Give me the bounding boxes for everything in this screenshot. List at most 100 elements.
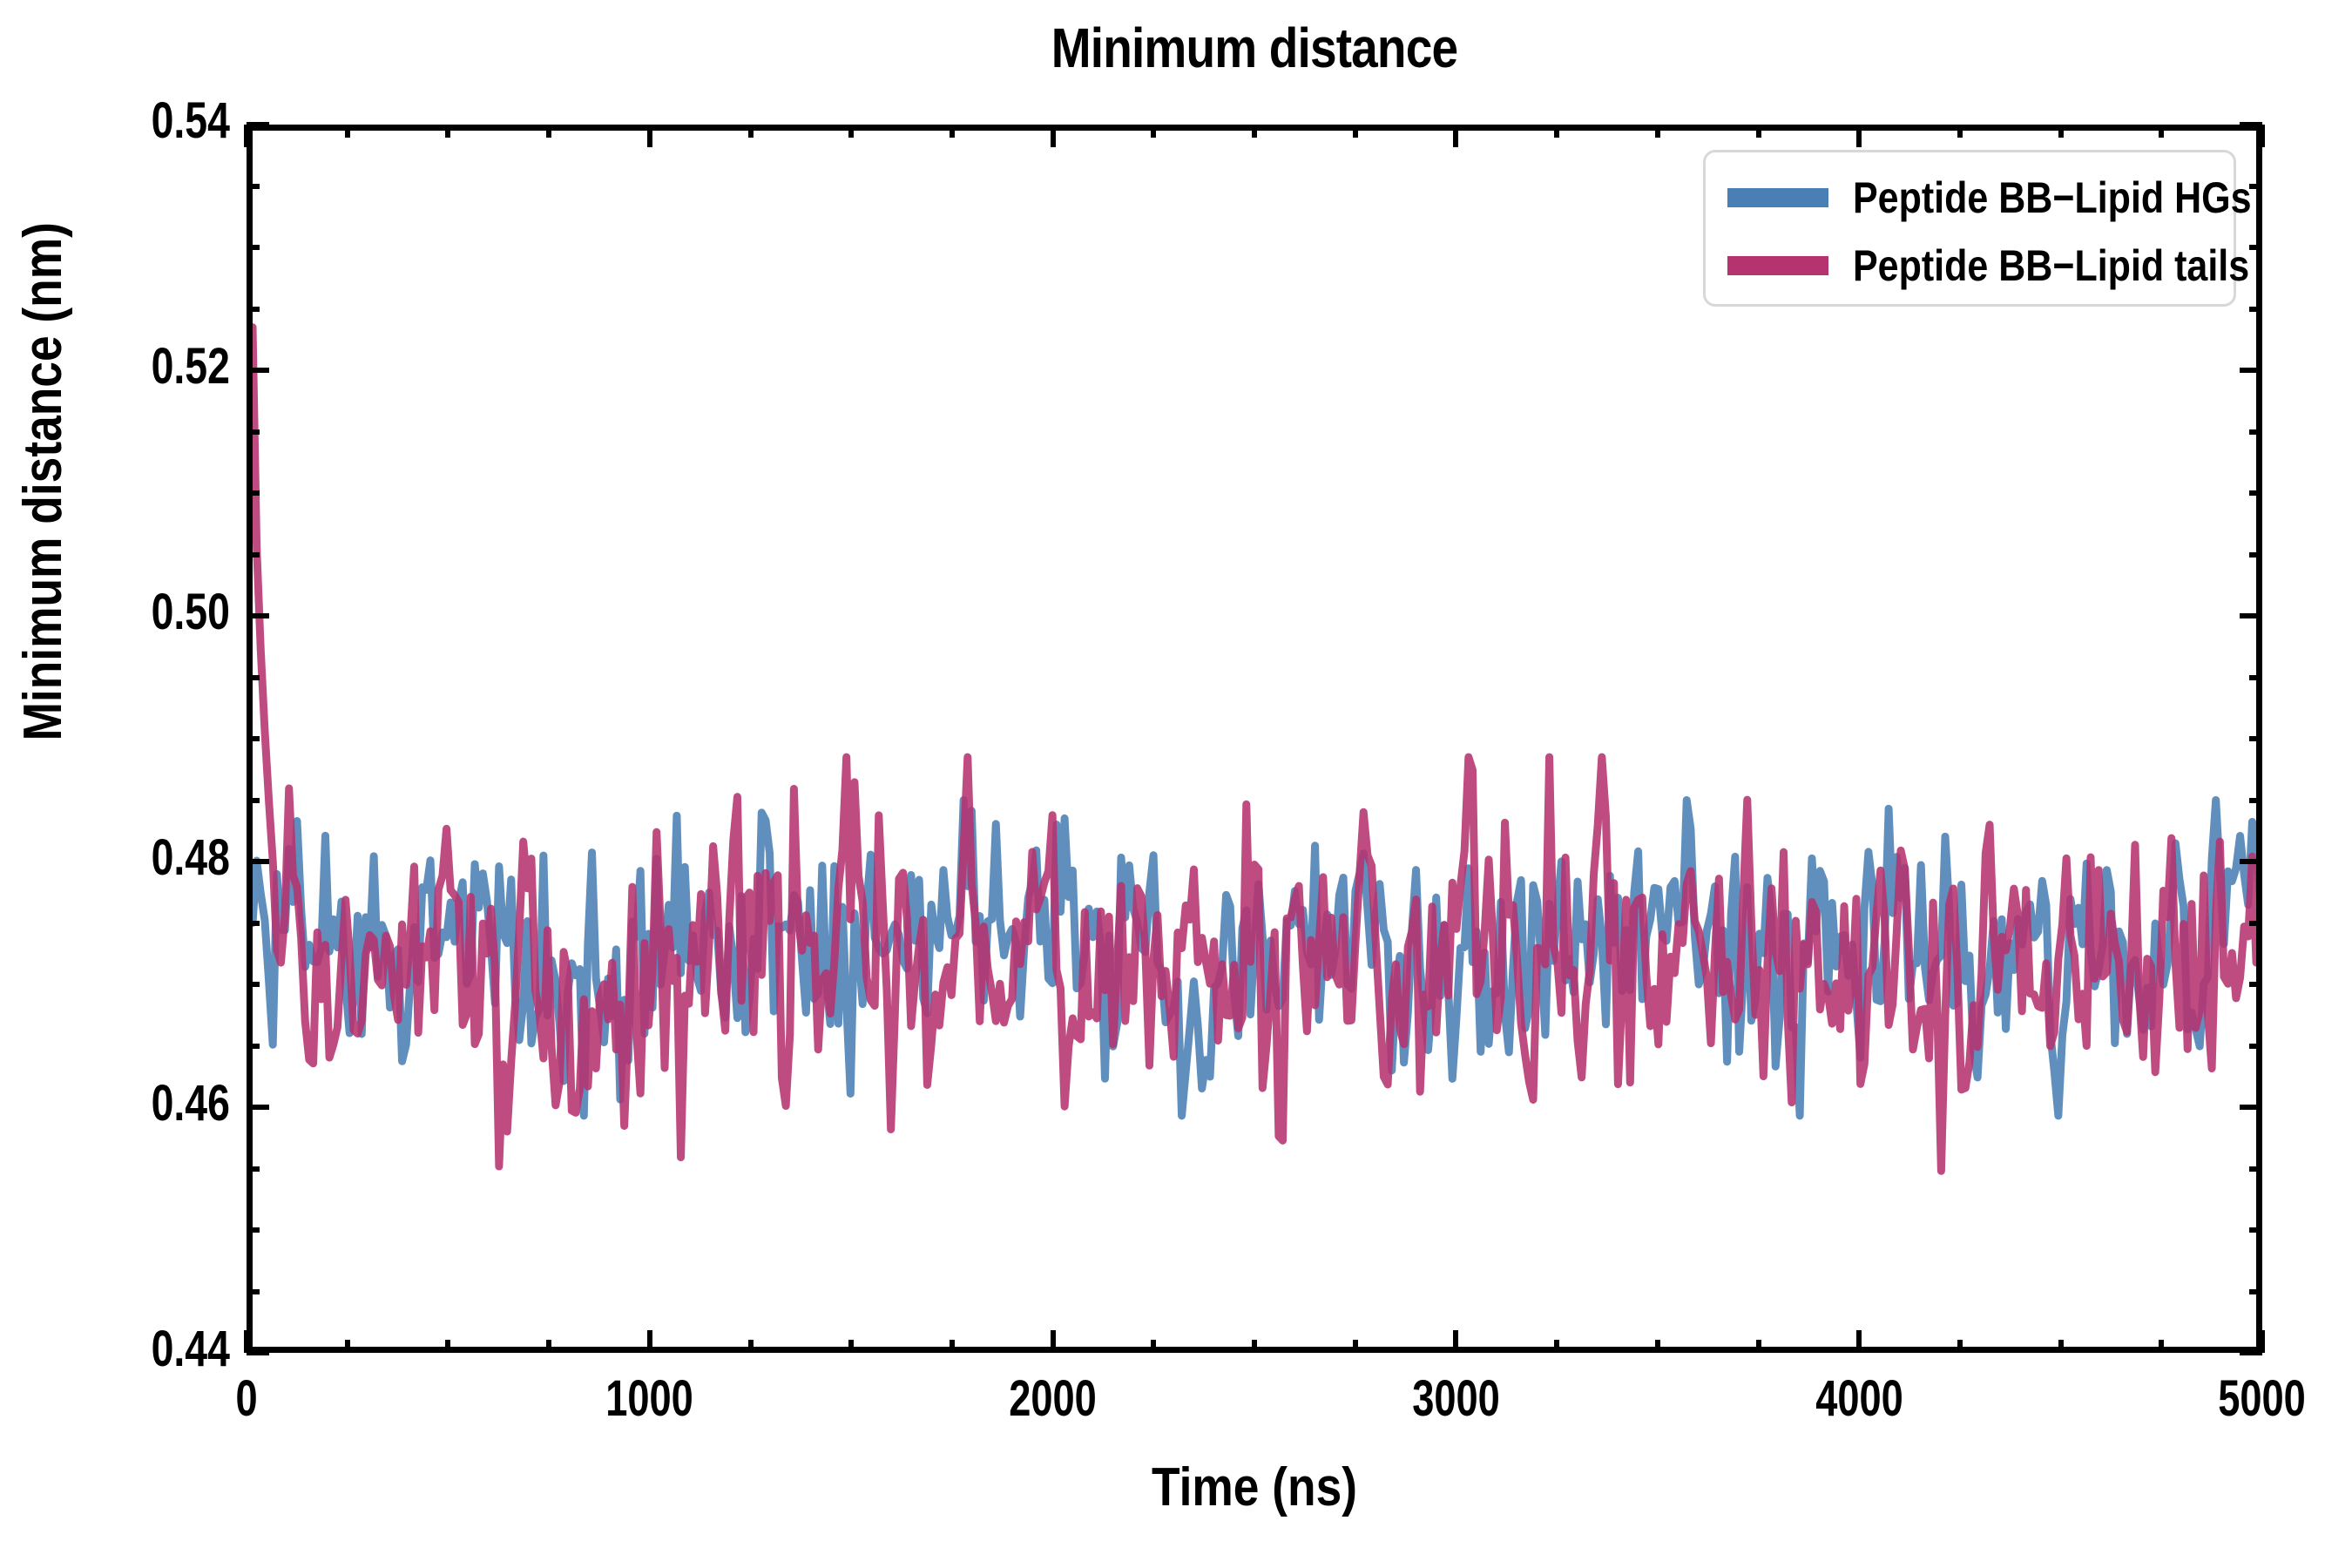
y-tick-label: 0.54 bbox=[132, 91, 230, 150]
y-tick-minor bbox=[2249, 306, 2262, 312]
y-tick-label: 0.50 bbox=[132, 583, 230, 641]
x-tick-minor bbox=[546, 1340, 552, 1353]
x-tick-major bbox=[646, 125, 652, 147]
y-tick-label-text: 0.48 bbox=[151, 829, 230, 886]
y-axis-label-text: Minimum distance (nm) bbox=[13, 222, 73, 741]
x-tick-minor bbox=[1554, 1340, 1560, 1353]
x-tick-minor bbox=[445, 1340, 451, 1353]
y-tick-minor bbox=[2249, 1288, 2262, 1294]
y-tick-minor bbox=[247, 1043, 260, 1049]
legend-label-hgs: Peptide BB−Lipid HGs bbox=[1853, 173, 2252, 222]
x-tick-minor bbox=[1755, 125, 1761, 138]
y-tick-label-text: 0.44 bbox=[151, 1321, 230, 1377]
x-tick-label: 3000 bbox=[1334, 1369, 1578, 1428]
x-tick-minor bbox=[949, 125, 955, 138]
y-tick-minor bbox=[2249, 490, 2262, 496]
y-tick-minor bbox=[2249, 1166, 2262, 1172]
x-tick-label: 2000 bbox=[931, 1369, 1175, 1428]
y-tick-minor bbox=[247, 490, 260, 496]
legend-item-tails[interactable]: Peptide BB−Lipid tails bbox=[1706, 240, 2249, 292]
x-tick-minor bbox=[848, 125, 855, 138]
y-tick-major bbox=[247, 613, 269, 618]
x-tick-label-text: 3000 bbox=[1412, 1370, 1500, 1427]
y-tick-label-text: 0.52 bbox=[151, 338, 230, 395]
data-series-group bbox=[253, 323, 2256, 1175]
y-tick-label: 0.52 bbox=[132, 337, 230, 395]
y-tick-label: 0.48 bbox=[132, 828, 230, 887]
y-tick-major bbox=[247, 368, 269, 373]
x-tick-minor bbox=[2159, 125, 2165, 138]
y-tick-major bbox=[2240, 613, 2262, 618]
x-tick-minor bbox=[1252, 125, 1257, 138]
y-tick-label-text: 0.46 bbox=[151, 1075, 230, 1132]
y-tick-minor bbox=[247, 1166, 260, 1172]
x-tick-minor bbox=[1554, 125, 1560, 138]
y-tick-minor bbox=[247, 736, 260, 741]
data-line-tails bbox=[253, 323, 2256, 1175]
x-tick-major bbox=[1856, 125, 1862, 147]
y-tick-minor bbox=[2249, 982, 2262, 987]
x-tick-minor bbox=[1654, 1340, 1660, 1353]
x-tick-minor bbox=[1755, 1340, 1761, 1353]
y-tick-major bbox=[2240, 368, 2262, 373]
x-tick-major bbox=[1856, 1330, 1862, 1353]
x-tick-minor bbox=[1151, 125, 1157, 138]
x-tick-minor bbox=[2058, 125, 2064, 138]
y-tick-minor bbox=[2249, 797, 2262, 803]
y-tick-major bbox=[247, 859, 269, 864]
y-tick-label: 0.44 bbox=[132, 1320, 230, 1378]
x-tick-minor bbox=[344, 125, 350, 138]
y-tick-minor bbox=[2249, 245, 2262, 250]
y-tick-minor bbox=[247, 183, 260, 189]
y-tick-minor bbox=[247, 982, 260, 987]
y-tick-minor bbox=[247, 245, 260, 250]
x-tick-major bbox=[1050, 125, 1056, 147]
x-tick-major bbox=[1050, 1330, 1056, 1353]
x-tick-minor bbox=[848, 1340, 855, 1353]
y-tick-minor bbox=[2249, 183, 2262, 189]
x-tick-minor bbox=[1957, 125, 1963, 138]
x-axis-label-text: Time (ns) bbox=[1151, 1457, 1358, 1517]
legend-swatch-hgs bbox=[1727, 188, 1828, 207]
y-tick-minor bbox=[2249, 551, 2262, 558]
x-tick-label-text: 1000 bbox=[605, 1370, 694, 1427]
x-tick-minor bbox=[1252, 1340, 1257, 1353]
y-tick-minor bbox=[247, 429, 260, 435]
x-tick-major bbox=[1453, 125, 1459, 147]
x-tick-minor bbox=[2058, 1340, 2064, 1353]
plot-lines-svg bbox=[253, 323, 2256, 1175]
x-tick-minor bbox=[1654, 125, 1660, 138]
x-tick-minor bbox=[546, 125, 552, 138]
y-tick-minor bbox=[2249, 674, 2262, 680]
x-tick-major bbox=[1453, 1330, 1459, 1353]
plot-area bbox=[247, 125, 2262, 1353]
y-tick-minor bbox=[2249, 1043, 2262, 1049]
y-tick-minor bbox=[2249, 736, 2262, 741]
y-tick-minor bbox=[2249, 429, 2262, 435]
legend-item-hgs[interactable]: Peptide BB−Lipid HGs bbox=[1706, 172, 2252, 224]
y-tick-major bbox=[2240, 859, 2262, 864]
x-tick-label-text: 0 bbox=[235, 1370, 258, 1427]
x-tick-major bbox=[2260, 1330, 2265, 1353]
y-tick-minor bbox=[247, 797, 260, 803]
x-tick-label-text: 4000 bbox=[1815, 1370, 1903, 1427]
x-tick-label-text: 2000 bbox=[1009, 1370, 1097, 1427]
y-tick-label-text: 0.50 bbox=[151, 584, 230, 640]
x-tick-minor bbox=[1352, 1340, 1358, 1353]
x-tick-minor bbox=[344, 1340, 350, 1353]
chart-title: Minimum distance bbox=[1051, 17, 1458, 79]
x-tick-label: 0 bbox=[125, 1369, 368, 1428]
y-tick-minor bbox=[247, 920, 260, 926]
x-tick-major bbox=[244, 125, 249, 147]
y-tick-minor bbox=[247, 306, 260, 312]
x-tick-label: 4000 bbox=[1737, 1369, 1981, 1428]
y-tick-major bbox=[2240, 1350, 2262, 1355]
x-axis-label: Time (ns) bbox=[388, 1456, 2121, 1518]
x-tick-minor bbox=[1151, 1340, 1157, 1353]
y-tick-minor bbox=[247, 1227, 260, 1233]
y-tick-minor bbox=[247, 551, 260, 558]
y-tick-major bbox=[2240, 122, 2262, 127]
y-tick-major bbox=[247, 1350, 269, 1355]
x-tick-minor bbox=[949, 1340, 955, 1353]
